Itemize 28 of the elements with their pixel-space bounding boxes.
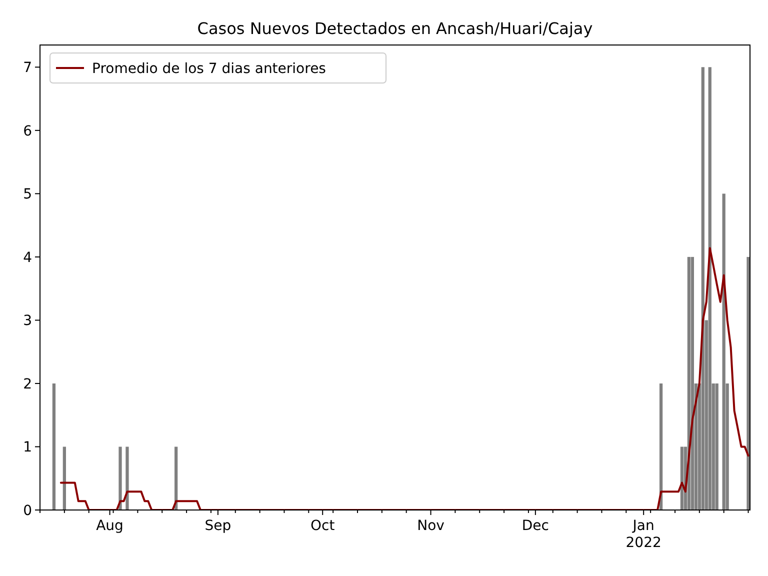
bar <box>126 446 129 510</box>
line-series <box>60 247 750 510</box>
bar <box>708 67 712 510</box>
legend-label: Promedio de los 7 dias anteriores <box>92 60 326 77</box>
y-tick-label: 1 <box>23 440 32 456</box>
bar <box>659 383 663 510</box>
bar <box>118 446 122 510</box>
x-tick-label: Nov <box>417 518 444 534</box>
bar <box>62 446 66 510</box>
y-tick-label: 5 <box>23 186 32 203</box>
y-tick-label: 0 <box>23 502 32 519</box>
x-tick-label: Sep <box>204 518 232 534</box>
x-tick-label: Oct <box>310 518 336 534</box>
x-tick-label: Dec <box>522 518 549 534</box>
bar <box>690 256 694 510</box>
chart-title: Casos Nuevos Detectados en Ancash/Huari/Cajay <box>197 19 593 38</box>
y-tick-label: 6 <box>23 123 32 140</box>
bar <box>746 256 750 510</box>
bar <box>722 194 726 510</box>
y-tick-label: 7 <box>23 60 32 76</box>
y-tick-label: 4 <box>23 250 32 266</box>
y-tick-label: 3 <box>23 313 32 330</box>
bar <box>715 383 718 510</box>
x-tick-label: Aug <box>96 518 124 534</box>
x-tick-label: Jan 2022 <box>626 518 662 551</box>
bar <box>701 67 704 510</box>
y-tick-label: 2 <box>23 376 32 392</box>
bar <box>52 383 56 510</box>
